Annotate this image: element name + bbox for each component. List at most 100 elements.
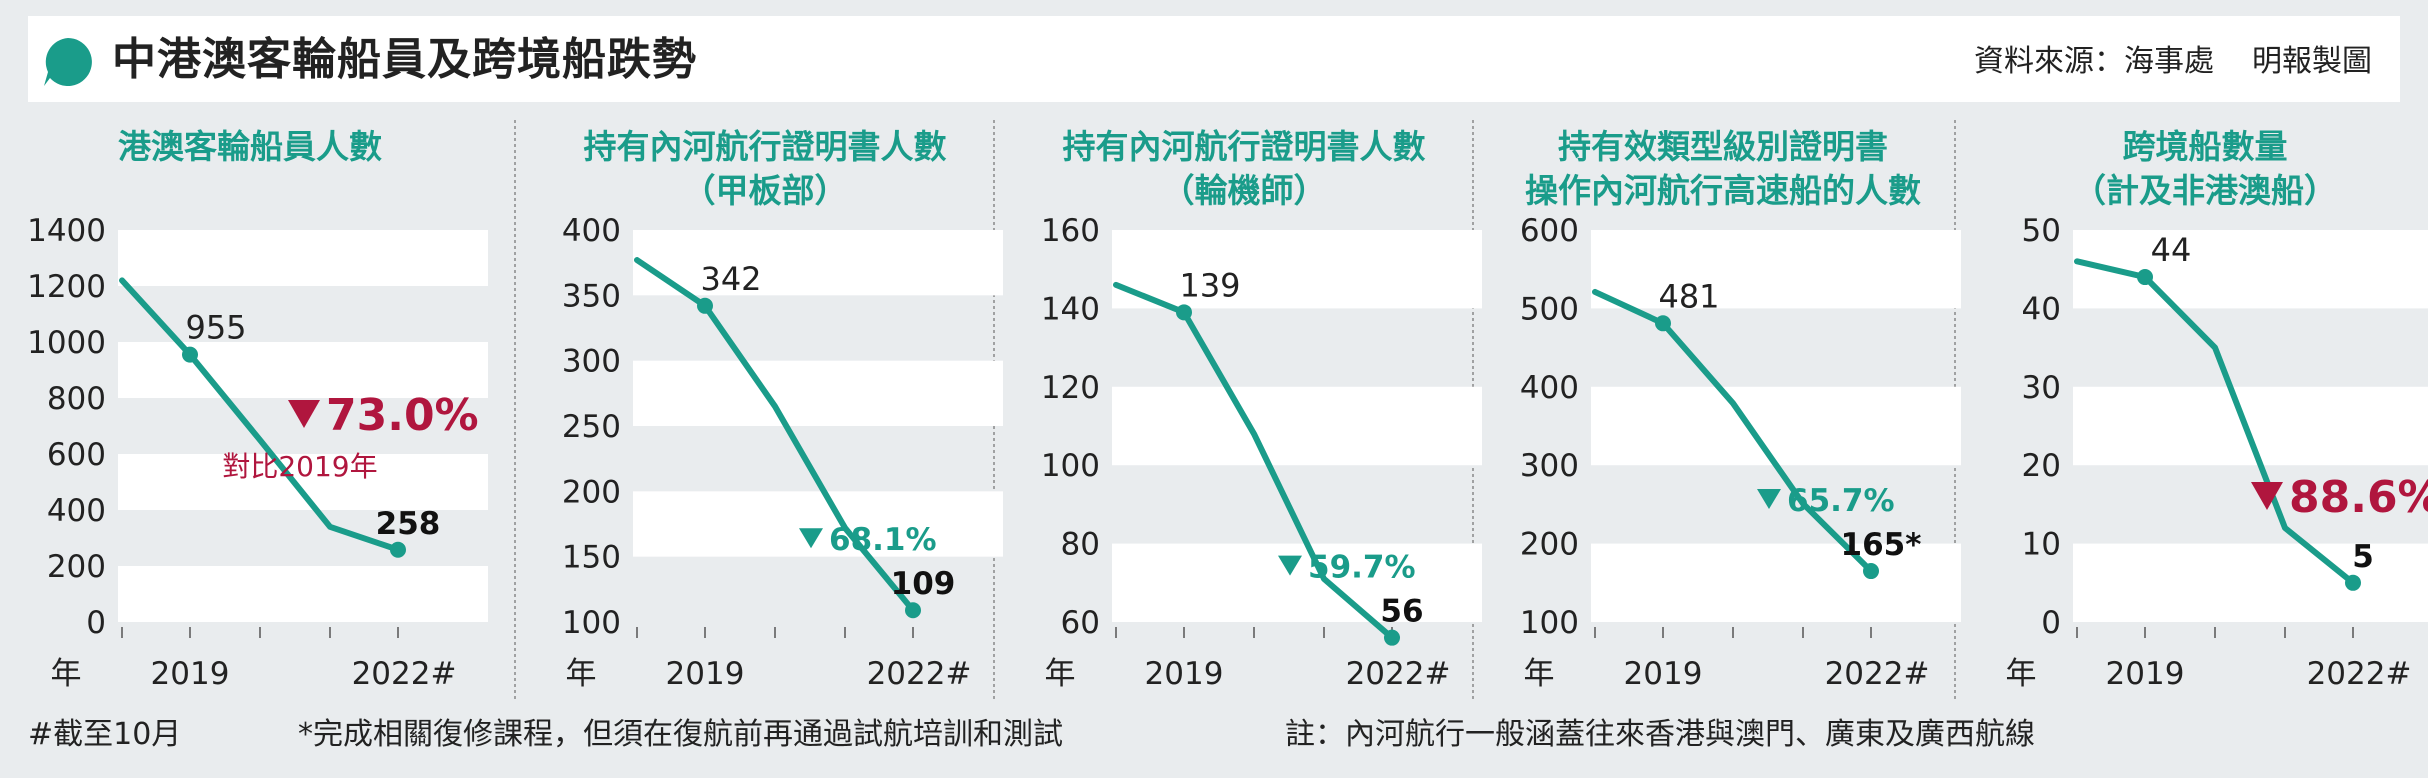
panel-title: （計及非港澳船） [2073, 171, 2337, 210]
y-tick-label: 1400 [27, 213, 106, 249]
grid-band [633, 360, 1003, 426]
down-triangle-icon [288, 400, 320, 428]
y-tick-label: 120 [1041, 370, 1100, 406]
data-point [1176, 304, 1192, 321]
y-tick-label: 50 [2022, 213, 2061, 249]
grid-band [118, 566, 488, 622]
grid-band [633, 230, 1003, 296]
y-tick-label: 500 [1520, 291, 1579, 327]
down-triangle-icon [1278, 555, 1302, 576]
data-point [390, 541, 406, 558]
y-tick-label: 60 [1061, 605, 1100, 641]
y-tick-label: 200 [1520, 527, 1579, 563]
source-label: 資料來源：海事處 [1974, 44, 2214, 79]
panel-title: 操作內河航行高速船的人數 [1525, 171, 1921, 210]
data-point [2345, 574, 2361, 591]
down-triangle-icon [1757, 489, 1781, 510]
series-line [119, 277, 401, 553]
header: 中港澳客輪船員及跨境船跌勢 資料來源：海事處 明報製圖 [28, 16, 2400, 102]
y-tick-label: 300 [1520, 448, 1579, 484]
change-note: 對比2019年 [222, 450, 377, 483]
data-label: 481 [1658, 277, 1719, 315]
change-value: 59.7% [1308, 550, 1416, 586]
data-label: 342 [700, 260, 761, 298]
grid-band [1591, 386, 1961, 466]
y-tick-label: 400 [562, 213, 621, 249]
y-tick-label: 600 [1520, 213, 1579, 249]
panel-title: 持有內河航行證明書人數 [584, 127, 947, 166]
footnote-asterisk: *完成相關復修課程，但須在復航前再通過試航培訓和測試 [298, 717, 1063, 752]
grid-band [2073, 543, 2428, 622]
data-point [1384, 629, 1400, 646]
series-line [1113, 281, 1395, 641]
x-tick-label: 2022# [1346, 656, 1451, 692]
change-value: 88.6% [2289, 472, 2428, 523]
footnote-date: #截至10月 [28, 717, 182, 752]
data-label: 5 [2352, 539, 2374, 575]
y-tick-label: 100 [562, 605, 621, 641]
x-tick-label: 年 [51, 656, 82, 692]
y-tick-label: 1000 [27, 325, 106, 361]
data-point [1655, 315, 1671, 332]
grid-band [1591, 230, 1961, 309]
data-label: 109 [891, 566, 956, 602]
data-label: 139 [1179, 266, 1240, 304]
data-label: 56 [1380, 594, 1423, 630]
y-tick-label: 160 [1041, 213, 1100, 249]
data-point [182, 346, 198, 363]
y-tick-label: 200 [562, 474, 621, 510]
x-tick-label: 年 [2006, 656, 2037, 692]
series-line [1592, 288, 1874, 575]
footnote-routes: 註：內河航行一般涵蓋往來香港與澳門、廣東及廣西航線 [1285, 717, 2035, 752]
data-point [697, 297, 713, 314]
data-label: 258 [376, 506, 441, 542]
x-tick-label: 2022# [352, 656, 457, 692]
series-line [634, 257, 916, 614]
data-label: 165* [1841, 527, 1922, 563]
y-tick-label: 250 [562, 409, 621, 445]
grid-band [2073, 230, 2428, 309]
y-tick-label: 350 [562, 278, 621, 314]
y-tick-label: 100 [1520, 605, 1579, 641]
x-tick-label: 年 [1524, 656, 1555, 692]
grid-band [633, 491, 1003, 557]
x-tick-label: 2019 [2106, 656, 2185, 692]
grid-band [1112, 230, 1482, 309]
grid-band [1112, 543, 1482, 622]
speech-bubble-icon [44, 38, 92, 86]
data-point [1863, 563, 1879, 580]
change-value: 73.0% [326, 390, 479, 441]
source-note: 資料來源：海事處 明報製圖 [1974, 42, 2372, 82]
grid-band [118, 454, 488, 510]
y-tick-label: 80 [1061, 527, 1100, 563]
x-tick-label: 2019 [666, 656, 745, 692]
down-triangle-icon [799, 528, 823, 549]
x-tick-label: 年 [566, 656, 597, 692]
panel-title: 港澳客輪船員人數 [118, 127, 382, 166]
data-point [2137, 269, 2153, 286]
change-value: 68.1% [829, 522, 937, 558]
panel-title: （甲板部） [683, 171, 848, 210]
panel-title: （輪機師） [1162, 171, 1327, 210]
data-label: 955 [185, 309, 246, 347]
y-tick-label: 100 [1041, 448, 1100, 484]
y-tick-label: 0 [2041, 605, 2061, 641]
y-tick-label: 40 [2022, 291, 2061, 327]
down-triangle-icon [2251, 482, 2283, 510]
x-tick-label: 2019 [1624, 656, 1703, 692]
panel-title: 持有內河航行證明書人數 [1063, 127, 1426, 166]
y-tick-label: 1200 [27, 269, 106, 305]
y-tick-label: 200 [47, 549, 106, 585]
panel-title: 跨境船數量 [2123, 127, 2288, 166]
y-tick-label: 400 [1520, 370, 1579, 406]
y-tick-label: 300 [562, 344, 621, 380]
credit-label: 明報製圖 [2252, 44, 2372, 79]
change-value: 65.7% [1787, 483, 1895, 519]
data-label: 44 [2151, 231, 2192, 269]
y-tick-label: 600 [47, 437, 106, 473]
panel-title: 持有效類型級別證明書 [1558, 127, 1888, 166]
grid-band [118, 230, 488, 286]
x-tick-label: 2019 [151, 656, 230, 692]
y-tick-label: 150 [562, 540, 621, 576]
y-tick-label: 10 [2022, 527, 2061, 563]
